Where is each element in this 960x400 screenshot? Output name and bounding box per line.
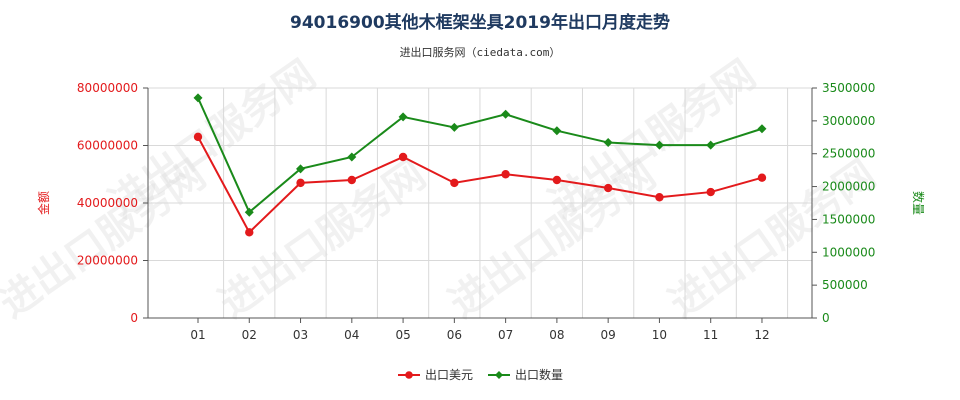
y-right-tick-label: 3000000 <box>822 114 875 128</box>
y-right-tick-label: 1000000 <box>822 245 875 259</box>
x-tick-label: 08 <box>549 328 564 342</box>
series-1-point <box>449 122 459 132</box>
series-1-point <box>706 140 716 150</box>
x-tick-label: 05 <box>395 328 410 342</box>
series-0-point <box>655 193 664 202</box>
series-1-point <box>501 109 511 119</box>
series-1-point <box>347 152 357 162</box>
series-0-point <box>193 132 203 142</box>
series-1-point <box>193 93 203 103</box>
y-left-tick-label: 40000000 <box>77 196 138 210</box>
x-tick-label: 04 <box>344 328 359 342</box>
series-0-point <box>245 228 254 237</box>
series-line-0 <box>197 136 763 234</box>
x-tick-label: 03 <box>293 328 308 342</box>
x-tick-label: 07 <box>498 328 513 342</box>
x-tick-label: 02 <box>242 328 257 342</box>
watermark-text: 进出口服务网 <box>211 152 434 327</box>
series-0-point <box>757 173 767 182</box>
y-right-tick-label: 0 <box>822 311 830 325</box>
series-1-point <box>603 138 613 148</box>
series-1-point <box>654 140 664 150</box>
series-0-point <box>501 170 510 179</box>
x-tick-label: 12 <box>754 328 769 342</box>
y-right-tick-label: 2000000 <box>822 180 875 194</box>
chart-title: 94016900其他木框架坐具2019年出口月度走势 <box>290 13 670 33</box>
series-1-point <box>757 124 767 134</box>
series-0-point <box>450 178 459 188</box>
series-1-point <box>398 112 408 122</box>
series-line-1 <box>197 97 763 214</box>
series-0-point <box>347 175 357 185</box>
x-tick-label: 09 <box>601 328 616 342</box>
y-right-tick-label: 1500000 <box>822 212 875 226</box>
legend-marker-0 <box>405 371 413 379</box>
series-0-point <box>603 183 613 193</box>
chart-subtitle: 进出口服务网（ciedata.com） <box>399 46 561 59</box>
y-left-tick-label: 80000000 <box>77 81 138 95</box>
series-1-point <box>296 164 306 174</box>
x-tick-label: 11 <box>703 328 718 342</box>
y-left-tick-label: 60000000 <box>77 139 138 153</box>
series-0-point <box>398 152 408 162</box>
series-0-point <box>296 178 305 188</box>
legend-label-0: 出口美元 <box>425 368 473 382</box>
y-right-tick-label: 2500000 <box>822 147 875 161</box>
x-tick-label: 06 <box>447 328 462 342</box>
y-right-axis-title: 数量 <box>911 191 926 215</box>
x-tick-label: 01 <box>190 328 205 342</box>
y-right-tick-label: 500000 <box>822 278 868 292</box>
y-left-axis-title: 金额 <box>36 191 51 215</box>
series-0-point <box>706 187 715 197</box>
y-left-tick-label: 20000000 <box>77 254 138 268</box>
y-right-tick-label: 3500000 <box>822 81 875 95</box>
y-left-tick-label: 0 <box>130 311 138 325</box>
watermark-text: 进出口服务网 <box>661 152 884 327</box>
series-0-point <box>552 175 562 185</box>
legend-marker-1 <box>495 371 503 379</box>
series-1-point <box>552 126 562 136</box>
legend-label-1: 出口数量 <box>515 367 563 382</box>
series-1-point <box>244 207 254 217</box>
x-tick-label: 10 <box>652 328 667 342</box>
